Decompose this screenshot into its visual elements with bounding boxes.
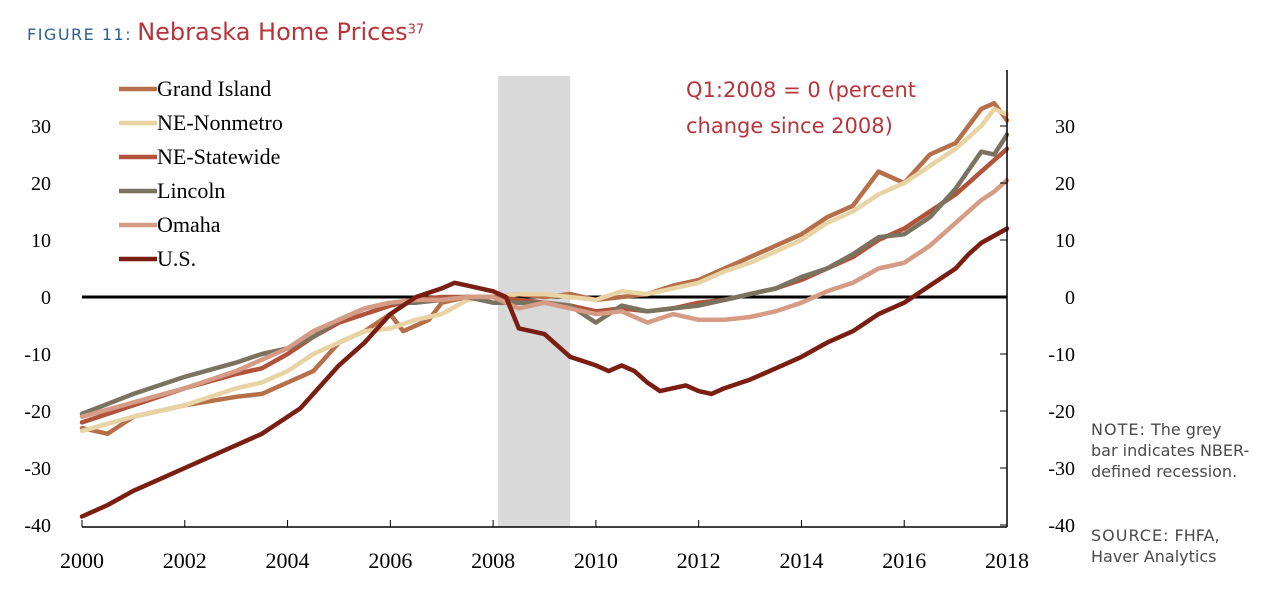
x-tick-label: 2012: [677, 548, 721, 573]
note-label: NOTE:: [1091, 420, 1146, 439]
y-tick-label-right: 30: [1055, 116, 1075, 138]
source-block: SOURCE: FHFA, Haver Analytics: [1091, 525, 1276, 567]
x-tick-label: 2018: [985, 548, 1029, 573]
series-line-grand-island: [79, 100, 1010, 437]
y-tick-label-left: -40: [24, 515, 51, 537]
y-tick-label-right: -20: [1048, 401, 1075, 423]
x-tick-label: 2004: [266, 548, 310, 573]
y-tick-label-left: -20: [24, 401, 51, 423]
x-tick-label: 2016: [882, 548, 926, 573]
y-tick-label-right: -40: [1048, 515, 1075, 537]
y-tick-label-left: -30: [24, 458, 51, 480]
legend-label-ne-statewide: NE-Statewide: [157, 144, 280, 169]
y-tick-label-left: 10: [31, 230, 51, 252]
figure-label: FIGURE 11:: [27, 25, 133, 44]
legend-label-ne-nonmetro: NE-Nonmetro: [157, 110, 283, 135]
series-line-lincoln: [79, 132, 1010, 417]
y-tick-label-right: -30: [1048, 458, 1075, 480]
figure-title: FIGURE 11: Nebraska Home Prices37: [27, 18, 424, 46]
x-tick-label: 2010: [574, 548, 618, 573]
x-tick-label: 2014: [779, 548, 823, 573]
x-tick-label: 2006: [368, 548, 412, 573]
figure-name: Nebraska Home Prices: [137, 18, 408, 46]
y-tick-label-right: 0: [1065, 287, 1075, 309]
x-tick-label: 2008: [471, 548, 515, 573]
note-text-2: bar indicates NBER-: [1091, 441, 1250, 460]
legend-label-lincoln: Lincoln: [157, 178, 225, 203]
series-line-ne-nonmetro: [79, 106, 1010, 434]
note-text-1: The grey: [1150, 420, 1222, 439]
y-tick-label-right: 10: [1055, 230, 1075, 252]
y-tick-label-left: 30: [31, 116, 51, 138]
series-line-u-s-: [79, 226, 1010, 519]
legend-label-grand-island: Grand Island: [157, 76, 271, 101]
chart: 2000 2002 2004 2006 2008 2010 2012 2014 2016 2018…: [24, 70, 1075, 573]
series-line-omaha: [79, 177, 1010, 419]
note-block: NOTE: The grey bar indicates NBER- defin…: [1091, 419, 1276, 482]
y-tick-label-right: -10: [1048, 344, 1075, 366]
source-text-2: Haver Analytics: [1091, 547, 1217, 566]
figure-footnote-marker: 37: [407, 22, 425, 38]
y-tick-label-left: 20: [31, 173, 51, 195]
legend-label-u-s-: U.S.: [157, 246, 196, 271]
y-tick-label-right: 20: [1055, 173, 1075, 195]
source-text-1: FHFA,: [1174, 526, 1220, 545]
y-tick-label-left: -10: [24, 344, 51, 366]
chart-annotation-line-2: change since 2008): [686, 114, 893, 138]
note-text-3: defined recession.: [1091, 462, 1238, 481]
chart-annotation-line-1: Q1:2008 = 0 (percent: [686, 78, 916, 102]
x-tick-label: 2002: [163, 548, 207, 573]
legend-label-omaha: Omaha: [157, 212, 221, 237]
y-tick-label-left: 0: [41, 287, 51, 309]
source-label: SOURCE:: [1091, 526, 1170, 545]
x-tick-label: 2000: [60, 548, 104, 573]
